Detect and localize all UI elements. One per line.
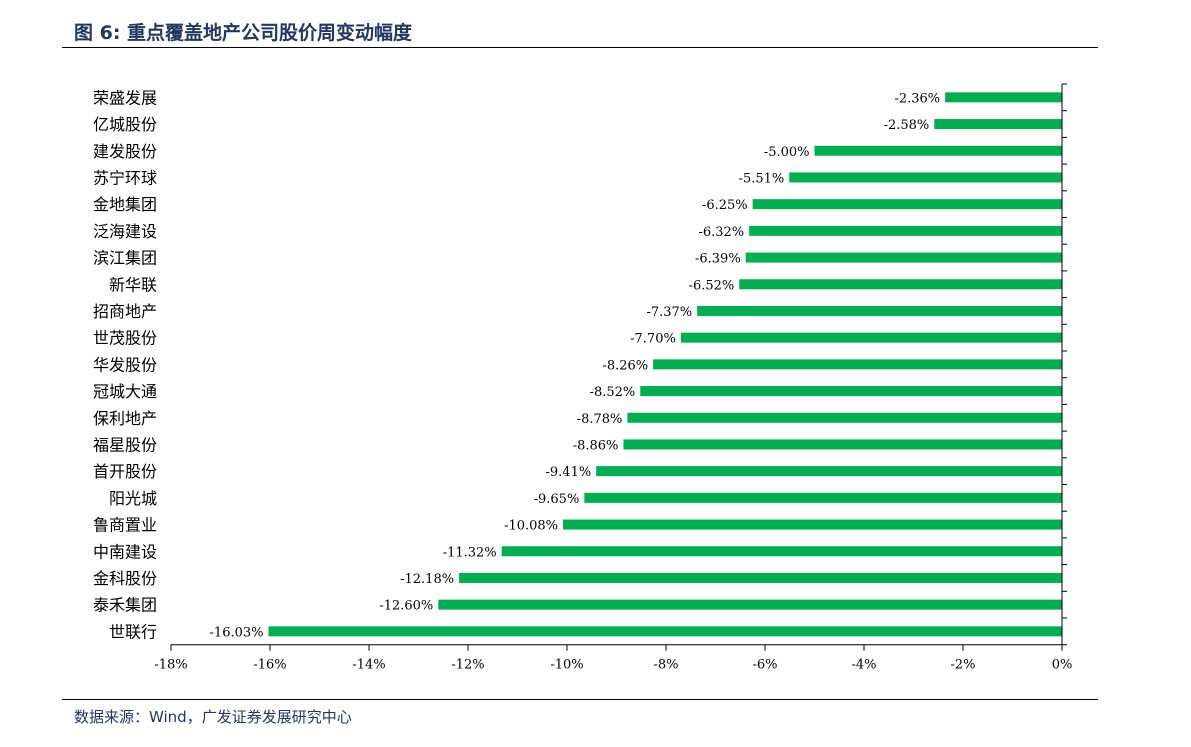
category-label: 建发股份 [93,142,157,161]
category-label: 冠城大通 [93,382,157,401]
bar [640,386,1062,397]
bar [697,305,1062,316]
category-label: 亿城股份 [93,115,157,134]
data-label: -8.86% [573,438,619,453]
bar [945,92,1062,103]
data-label: -5.00% [764,145,810,160]
bar [268,626,1062,637]
category-label: 中南建设 [93,542,157,561]
bar [745,252,1062,263]
data-label: -2.58% [884,118,930,133]
data-label: -2.36% [894,91,940,106]
bar [814,145,1062,156]
data-label: -9.65% [534,492,580,507]
chart-title: 图 6: 重点覆盖地产公司股价周变动幅度 [74,22,413,44]
bar [934,119,1062,130]
bar [739,279,1062,290]
x-tick-label: -8% [653,658,678,673]
category-label: 滨江集团 [93,249,157,268]
x-tick-label: -6% [752,658,777,673]
x-tick-label: -10% [550,658,583,673]
data-label: -8.26% [602,358,648,373]
data-label: -12.60% [379,599,433,614]
category-label: 苏宁环球 [93,168,157,187]
category-label: 保利地产 [93,409,157,428]
category-label: 福星股份 [93,435,157,454]
x-tick-label: -14% [352,658,385,673]
x-tick-label: -2% [950,658,975,673]
bar [627,412,1062,423]
category-label: 金地集团 [93,195,157,214]
x-tick-label: 0% [1052,658,1073,673]
category-label: 泛海建设 [93,222,157,241]
data-label: -16.03% [210,625,264,640]
source-note: 数据来源：Wind，广发证券发展研究中心 [74,708,352,726]
bar [563,519,1062,530]
data-label: -8.52% [590,385,636,400]
data-label: -8.78% [577,412,623,427]
category-label: 世联行 [109,622,157,641]
bar [752,199,1062,210]
category-label: 阳光城 [109,489,157,508]
data-label: -7.37% [646,305,692,320]
data-label: -10.08% [504,519,558,534]
bar [789,172,1062,183]
category-label: 金科股份 [93,569,157,588]
bar [584,492,1062,503]
category-label: 招商地产 [93,302,157,321]
bar [680,332,1062,343]
bar [749,225,1062,236]
bar [501,546,1062,557]
bar [596,466,1062,477]
category-label: 鲁商置业 [93,516,157,535]
data-label: -7.70% [630,332,676,347]
category-label: 首开股份 [93,462,157,481]
category-label: 新华联 [109,275,157,294]
bar [459,572,1063,583]
footer-divider [62,699,1098,700]
x-tick-label: -4% [851,658,876,673]
bar [653,359,1062,370]
bar [623,439,1062,450]
x-tick-label: -16% [253,658,286,673]
category-label: 世茂股份 [93,329,157,348]
category-label: 泰禾集团 [93,596,157,615]
data-label: -12.18% [400,572,454,587]
data-label: -6.52% [689,278,735,293]
category-label: 华发股份 [93,355,157,374]
bar-chart: 荣盛发展 -2.36% 亿城股份 -2.58% 建发股份 -5.00% 苏宁环球 -5.51%… [93,83,1073,673]
title-divider [62,47,1098,48]
data-label: -5.51% [739,171,785,186]
data-label: -6.25% [702,198,748,213]
bar [438,599,1062,610]
data-label: -9.41% [546,465,592,480]
x-tick-label: -12% [451,658,484,673]
data-label: -11.32% [443,545,497,560]
category-label: 荣盛发展 [93,88,157,107]
data-label: -6.39% [695,252,741,267]
data-label: -6.32% [698,225,744,240]
x-tick-label: -18% [154,658,187,673]
